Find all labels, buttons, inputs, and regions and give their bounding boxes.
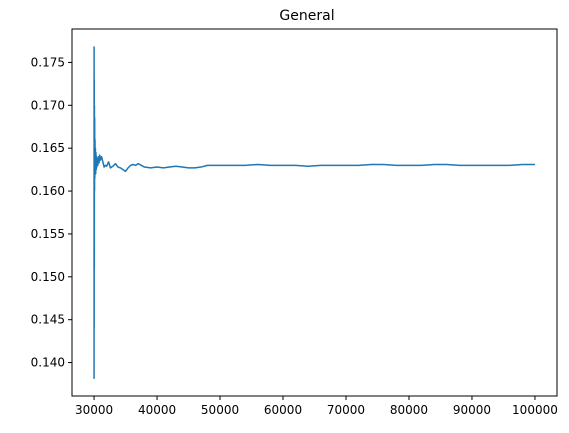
chart-title: General [279,8,334,24]
x-tick-label: 80000 [390,403,428,417]
x-tick-label: 50000 [201,403,239,417]
y-tick-label: 0.160 [31,184,65,198]
x-tick-label: 90000 [453,403,491,417]
series-line-0 [93,46,535,379]
series-layer [93,46,535,379]
x-tick-label: 40000 [138,403,176,417]
y-tick-label: 0.140 [31,356,65,370]
x-axis: 30000 40000 50000 60000 70000 80000 90000 10000… [75,396,558,417]
y-tick-label: 0.165 [31,141,65,155]
plot-frame [71,28,558,397]
x-tick-label: 60000 [264,403,302,417]
y-tick-label: 0.155 [31,227,65,241]
y-tick-label: 0.175 [31,55,65,69]
x-tick-label: 30000 [75,403,113,417]
x-tick-label: 100000 [512,403,558,417]
x-tick-label: 70000 [327,403,365,417]
y-axis: 0.140 0.145 0.150 0.155 0.160 0.165 0.170 0.175 [31,55,72,370]
y-tick-label: 0.150 [31,270,65,284]
y-tick-label: 0.145 [31,313,65,327]
y-tick-label: 0.170 [31,98,65,112]
